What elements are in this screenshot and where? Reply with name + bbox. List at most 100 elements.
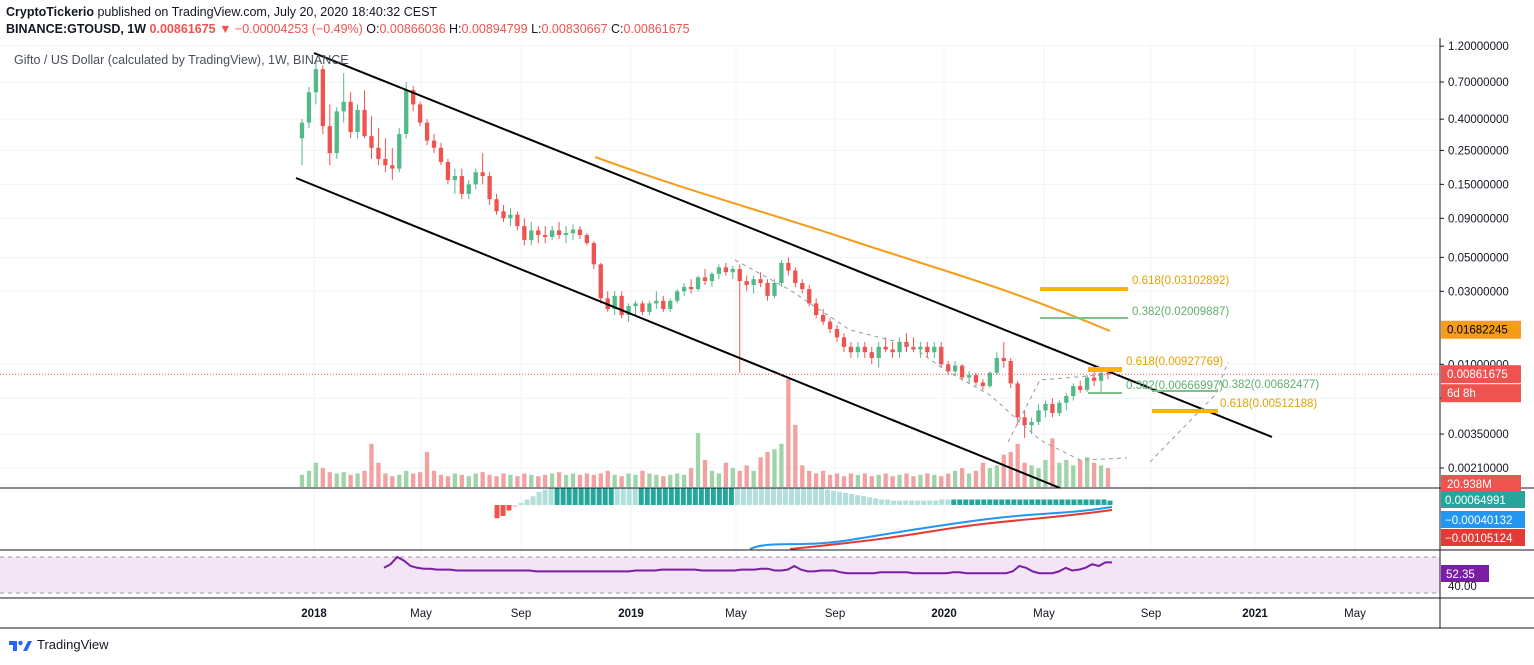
volume-bar: [320, 468, 325, 487]
price-tick-label: 1.20000000: [1448, 41, 1509, 53]
tradingview-logo-icon: [9, 640, 32, 651]
candle-body: [355, 109, 360, 132]
volume-bar: [1078, 460, 1083, 487]
open-label: O:: [366, 22, 380, 36]
price-badge: [1441, 475, 1521, 493]
symbol-label: BINANCE:GTOUSD, 1W: [6, 22, 147, 36]
macd-histogram-bar: [915, 500, 921, 505]
volume-bar: [584, 473, 590, 487]
volume-bar: [536, 476, 541, 487]
volume-bar: [1050, 438, 1055, 487]
macd-histogram-bar: [788, 488, 794, 505]
candle-body: [306, 92, 312, 123]
macd-histogram-bar: [500, 505, 506, 516]
price-chart[interactable]: 0.618(0.03102892) 0.382(0.02009887) 0.618(…: [0, 0, 1534, 630]
volume-bar: [577, 474, 583, 487]
candle-body: [1105, 372, 1111, 375]
candle-body: [647, 303, 652, 312]
volume-bar: [563, 474, 569, 487]
macd-histogram-bar: [644, 488, 650, 505]
macd-histogram-bar: [524, 499, 530, 505]
footer[interactable]: TradingView: [8, 637, 109, 652]
candle-body: [973, 375, 979, 383]
candle-body: [807, 289, 812, 304]
macd-histogram-bar: [656, 488, 662, 505]
macd-histogram-bar: [572, 488, 578, 505]
volume-bar: [779, 443, 784, 487]
candle-body: [515, 214, 520, 227]
macd-histogram-bar: [957, 499, 963, 505]
candle-body: [320, 69, 325, 127]
volume-bar: [716, 473, 722, 487]
volume-bar: [702, 460, 708, 487]
macd-histogram-bar: [1059, 499, 1065, 505]
candle-body: [536, 230, 541, 235]
volume-bar: [417, 472, 423, 487]
candle-body: [897, 341, 902, 353]
macd-histogram-bar: [939, 499, 945, 505]
macd-histogram-bar: [1053, 499, 1059, 505]
volume-bar: [709, 470, 715, 487]
macd-histogram-bar: [566, 488, 572, 505]
macd-histogram-bar: [626, 488, 632, 505]
volume-bar: [640, 470, 645, 487]
price-badge-text: 0.00861675: [1447, 369, 1508, 381]
macd-histogram-bar: [680, 488, 686, 505]
volume-bar: [904, 473, 909, 487]
price-tick-label: 0.00350000: [1448, 429, 1509, 441]
fib-level-gold: [1152, 409, 1218, 413]
moving-average-line: [594, 156, 1111, 332]
candle-body: [1078, 386, 1083, 390]
candle-body: [341, 101, 346, 112]
price-tick-label: 0.15000000: [1448, 179, 1509, 191]
candle-body: [841, 337, 847, 347]
macd-histogram-bar: [897, 500, 903, 505]
volume-bar: [404, 470, 409, 487]
volume-bar: [466, 476, 471, 487]
macd-histogram-bar: [1089, 499, 1095, 505]
macd-histogram-bar: [542, 489, 548, 505]
macd-badge: [1441, 529, 1525, 546]
candle-body: [543, 234, 548, 237]
publisher-name[interactable]: CryptoTickerio: [6, 5, 94, 19]
fib-label: 0.382(0.00666997): [1126, 380, 1223, 392]
macd-histogram-bar: [638, 488, 644, 505]
macd-histogram-bar: [855, 495, 861, 505]
volume-bar: [668, 474, 673, 487]
published-text: published on TradingView.com, July 20, 2…: [97, 5, 438, 19]
price-badge-text: 6d 8h: [1447, 388, 1476, 400]
candle-body: [716, 267, 722, 274]
volume-bar: [1085, 457, 1090, 487]
volume-bar: [911, 476, 916, 487]
volume-bar: [827, 474, 833, 487]
macd-histogram-bar: [849, 494, 855, 505]
volume-bar: [918, 474, 923, 487]
price-tick-label: 0.25000000: [1448, 145, 1509, 157]
macd-histogram-bar: [650, 488, 656, 505]
low-value: 0.00830667: [541, 22, 608, 36]
candle-body: [709, 273, 715, 282]
volume-bar: [362, 470, 367, 487]
volume-bar: [494, 476, 499, 487]
volume-bar: [688, 468, 694, 487]
time-tick-label: 2018: [301, 608, 327, 620]
candle-body: [994, 357, 999, 373]
candle-body: [675, 291, 680, 301]
candle-body: [411, 90, 416, 105]
volume-bar: [556, 472, 562, 487]
macd-badge-text: −0.00105124: [1445, 533, 1513, 545]
macd-histogram-bar: [590, 488, 596, 505]
macd-histogram-bar: [674, 488, 680, 505]
macd-histogram-bar: [506, 505, 512, 511]
fib-label: 0.382(0.02009887): [1132, 306, 1229, 318]
candle-body: [640, 303, 645, 312]
volume-bar: [786, 379, 791, 487]
macd-histogram-bar: [1065, 499, 1071, 505]
candle-body: [633, 303, 638, 307]
candle-body: [883, 346, 888, 350]
channel-lower-line: [295, 177, 1061, 489]
last-price: 0.00861675: [149, 22, 216, 36]
volume-bar: [543, 474, 548, 487]
candle-body: [612, 295, 617, 309]
footer-brand: TradingView: [37, 637, 109, 652]
